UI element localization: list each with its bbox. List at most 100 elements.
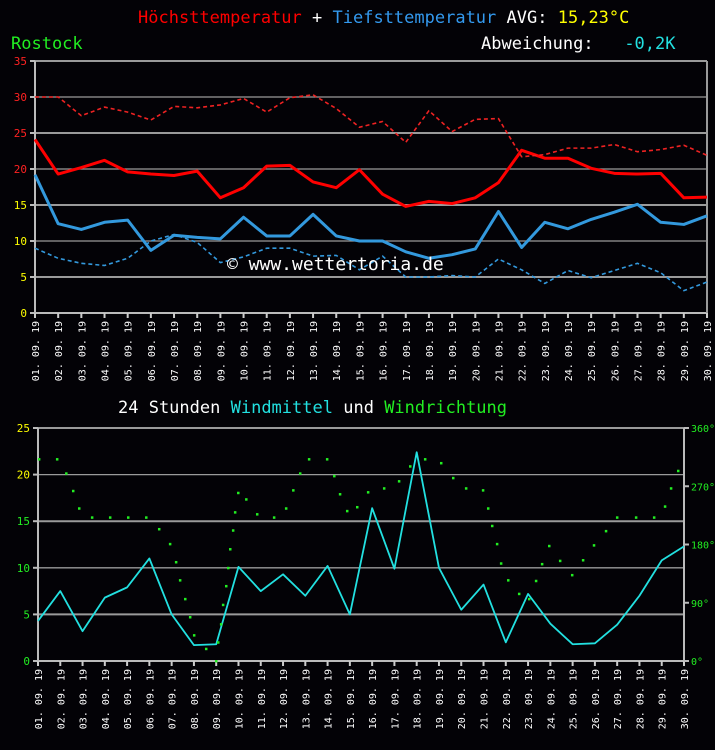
direction-point <box>192 634 196 637</box>
direction-point <box>184 597 187 601</box>
y-tick-label: 0 <box>23 655 30 668</box>
x-tick-label: 07. 09. 19 <box>168 669 179 729</box>
x-tick-label: 27. 09. 19 <box>613 669 624 729</box>
y-tick-label: 35 <box>14 55 27 68</box>
direction-point <box>284 507 288 510</box>
direction-point <box>37 458 41 461</box>
direction-point <box>355 505 359 509</box>
y2-tick-label: 0° <box>691 657 703 668</box>
direction-point <box>570 573 574 577</box>
direction-point <box>71 489 75 493</box>
x-tick-label: 17. 09. 19 <box>390 669 401 729</box>
x-tick-label: 21. 09. 19 <box>480 669 491 729</box>
direction-point <box>663 505 667 508</box>
x-tick-label: 16. 09. 19 <box>368 669 379 729</box>
direction-point <box>221 603 225 607</box>
x-tick-label: 18. 09. 19 <box>413 669 424 729</box>
direction-point <box>507 579 510 582</box>
watermark: © www.wettertoria.de <box>227 254 444 275</box>
direction-point <box>126 516 130 519</box>
direction-point <box>325 458 329 461</box>
x-tick-label: 01. 09. 19 <box>34 669 45 729</box>
y-tick-label: 25 <box>14 127 27 140</box>
y-tick-label: 20 <box>17 469 30 482</box>
y2-tick-label: 180° <box>691 541 715 552</box>
x-tick-label: 28. 09. 19 <box>635 669 646 729</box>
direction-point <box>245 498 248 501</box>
x-tick-label: 01. 09. 19 <box>31 321 42 381</box>
y-tick-label: 25 <box>17 422 30 435</box>
y-tick-label: 30 <box>14 91 27 104</box>
direction-point <box>558 559 562 563</box>
x-tick-label: 17. 09. 19 <box>402 321 413 381</box>
direction-point <box>534 579 538 583</box>
direction-point <box>517 592 521 596</box>
y2-tick-label: 270° <box>691 482 715 493</box>
direction-point <box>338 493 342 496</box>
direction-point <box>233 511 237 514</box>
x-tick-label: 05. 09. 19 <box>124 321 135 381</box>
chart-header-title: Höchsttemperatur + Tiefsttemperatur AVG:… <box>138 8 629 28</box>
y-tick-label: 5 <box>23 608 30 621</box>
x-tick-label: 21. 09. 19 <box>494 321 505 381</box>
x-tick-label: 30. 09. 19 <box>703 321 714 381</box>
direction-point <box>225 584 228 588</box>
x-tick-label: 15. 09. 19 <box>346 669 357 729</box>
x-tick-label: 13. 09. 19 <box>309 321 320 381</box>
direction-point <box>90 516 94 519</box>
y2-tick-label: 90° <box>691 599 709 610</box>
windmittel-line <box>37 451 685 647</box>
direction-point <box>292 489 295 492</box>
x-tick-label: 15. 09. 19 <box>355 321 366 381</box>
x-tick-label: 03. 09. 19 <box>79 669 90 729</box>
x-tick-label: 25. 09. 19 <box>569 669 580 729</box>
wind-title-part3: und <box>343 398 374 418</box>
x-tick-label: 20. 09. 19 <box>471 321 482 381</box>
x-tick-label: 03. 09. 19 <box>77 321 88 381</box>
wind-title-part1: 24 Stunden <box>118 398 221 418</box>
y-tick-label: 20 <box>14 163 27 176</box>
deviation-label: Abweichung: <box>481 34 594 54</box>
x-tick-label: 24. 09. 19 <box>564 321 575 381</box>
x-tick-label: 05. 09. 19 <box>123 669 134 729</box>
x-tick-label: 30. 09. 19 <box>680 669 691 729</box>
direction-point <box>481 489 485 492</box>
x-tick-label: 23. 09. 19 <box>524 669 535 729</box>
direction-point <box>451 476 455 480</box>
direction-point <box>581 559 585 562</box>
direction-point <box>409 465 412 468</box>
direction-point <box>676 469 680 473</box>
direction-point <box>168 542 172 546</box>
x-tick-label: 19. 09. 19 <box>435 669 446 729</box>
direction-point <box>345 509 349 513</box>
x-tick-label: 14. 09. 19 <box>332 321 343 381</box>
direction-point <box>382 487 386 490</box>
direction-point <box>204 647 208 651</box>
x-tick-label: 02. 09. 19 <box>54 321 65 381</box>
title-plus: + <box>312 8 323 28</box>
direction-point <box>227 566 230 570</box>
x-tick-label: 19. 09. 19 <box>448 321 459 381</box>
x-tick-label: 04. 09. 19 <box>101 321 112 381</box>
direction-point <box>499 562 503 565</box>
direction-point <box>178 579 182 582</box>
x-tick-label: 09. 09. 19 <box>212 669 223 729</box>
direction-point <box>669 487 673 490</box>
x-tick-label: 27. 09. 19 <box>633 321 644 381</box>
direction-point <box>108 516 112 519</box>
x-tick-label: 11. 09. 19 <box>263 321 274 381</box>
direction-point <box>548 544 551 548</box>
direction-point <box>188 615 192 619</box>
x-tick-label: 09. 09. 19 <box>216 321 227 381</box>
x-tick-label: 08. 09. 19 <box>193 321 204 381</box>
x-tick-label: 11. 09. 19 <box>257 669 268 729</box>
direction-point <box>145 516 148 519</box>
series-2-line <box>35 94 708 158</box>
direction-point <box>237 491 240 495</box>
direction-point <box>592 544 596 547</box>
x-tick-label: 24. 09. 19 <box>546 669 557 729</box>
direction-point <box>214 660 218 663</box>
direction-point <box>307 458 311 461</box>
